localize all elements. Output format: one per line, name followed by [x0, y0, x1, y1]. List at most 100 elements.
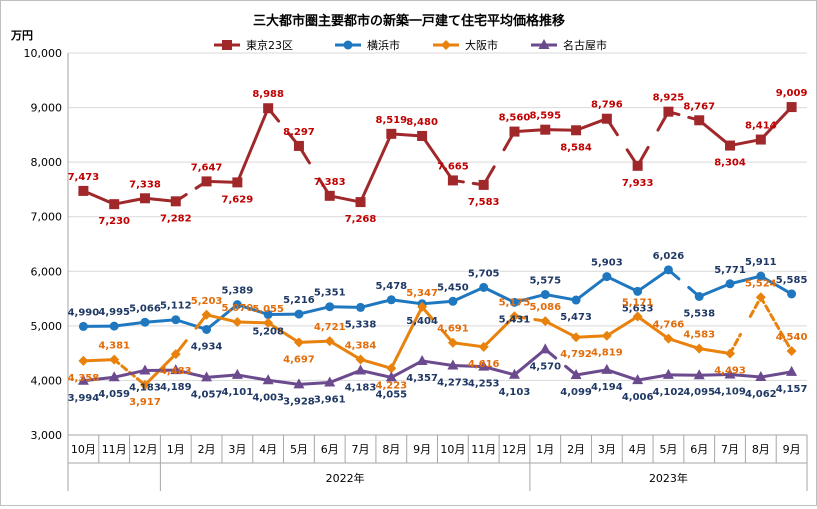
y-tick-label: 6,000 — [31, 265, 63, 278]
x-tick-label: 6月 — [321, 443, 339, 456]
data-point — [417, 131, 427, 141]
data-label: 8,297 — [283, 127, 315, 138]
data-label: 7,282 — [160, 213, 192, 224]
data-label: 8,767 — [683, 101, 715, 112]
data-label: 7,665 — [437, 161, 469, 172]
x-tick-label: 7月 — [352, 443, 370, 456]
data-point — [694, 115, 704, 125]
data-point — [601, 364, 612, 374]
data-point — [787, 102, 797, 112]
series-line — [699, 284, 730, 297]
data-label: 4,006 — [622, 392, 654, 403]
data-label: 4,493 — [714, 366, 746, 377]
data-label: 8,925 — [653, 93, 685, 104]
series-line — [576, 277, 607, 300]
data-label: 3,928 — [283, 396, 315, 407]
series-line — [453, 343, 484, 347]
series-line — [638, 270, 669, 291]
data-label: 7,230 — [98, 216, 130, 227]
data-label: 4,095 — [683, 387, 715, 398]
data-point — [78, 356, 88, 366]
x-tick-label: 3月 — [228, 443, 246, 456]
y-tick-label: 4,000 — [31, 374, 63, 387]
series-line — [361, 359, 392, 368]
data-point — [417, 355, 428, 365]
data-label: 3,961 — [314, 395, 346, 406]
data-point — [448, 175, 458, 185]
data-label: 7,647 — [191, 162, 223, 173]
series-line — [545, 294, 576, 300]
data-label: 5,086 — [529, 302, 561, 313]
data-label: 5,175 — [499, 297, 531, 308]
x-tick-label: 2月 — [198, 443, 216, 456]
data-point — [140, 318, 149, 327]
data-point — [725, 141, 735, 151]
data-label: 4,766 — [653, 320, 685, 331]
legend-entry: 横浜市 — [367, 38, 400, 52]
data-label: 7,629 — [222, 194, 254, 205]
data-point — [664, 265, 673, 274]
data-label: 4,099 — [560, 387, 592, 398]
series-line — [299, 383, 330, 385]
data-label: 5,055 — [252, 304, 284, 315]
data-point — [633, 161, 643, 171]
x-tick-label: 12月 — [132, 443, 157, 456]
data-point — [386, 129, 396, 139]
data-point — [694, 344, 704, 354]
series-line — [422, 301, 453, 304]
legend-entry: 名古屋市 — [563, 38, 607, 52]
data-label: 5,911 — [745, 257, 777, 268]
x-tick-label: 10月 — [71, 443, 96, 456]
data-point — [79, 322, 88, 331]
data-label: 5,473 — [560, 312, 592, 323]
data-label: 4,570 — [529, 361, 561, 372]
data-point — [786, 366, 797, 376]
data-point — [479, 180, 489, 190]
data-label: 4,183 — [345, 382, 377, 393]
data-label: 4,273 — [437, 378, 469, 389]
data-point — [110, 322, 119, 331]
data-label: 5,066 — [129, 303, 161, 314]
data-label: 4,059 — [98, 389, 130, 400]
data-label: 8,560 — [499, 113, 531, 124]
data-point — [602, 272, 611, 281]
data-label: 4,384 — [345, 340, 377, 351]
data-point — [787, 289, 796, 298]
data-label: 4,934 — [191, 341, 223, 352]
series-line — [237, 108, 268, 182]
data-label: 4,990 — [68, 307, 100, 318]
data-point — [355, 364, 366, 374]
data-point — [756, 135, 766, 145]
data-label: 4,183 — [129, 382, 161, 393]
x-tick-label: 6月 — [690, 443, 708, 456]
data-label: 5,478 — [375, 281, 407, 292]
data-label: 5,216 — [283, 295, 315, 306]
data-point — [263, 103, 273, 113]
data-label: 7,473 — [68, 172, 100, 183]
x-tick-label: 4月 — [629, 443, 647, 456]
data-label: 5,112 — [160, 301, 192, 312]
data-label: 5,351 — [314, 288, 346, 299]
series-line — [699, 349, 730, 354]
data-label: 5,575 — [529, 275, 561, 286]
x-tick-label: 5月 — [659, 443, 677, 456]
series-line — [207, 375, 238, 377]
data-label: 8,480 — [406, 117, 438, 128]
data-label: 4,189 — [160, 382, 192, 393]
data-point — [344, 41, 353, 50]
data-point — [540, 343, 551, 353]
data-label: 8,988 — [252, 89, 284, 100]
data-label: 7,383 — [314, 177, 346, 188]
data-point — [171, 315, 180, 324]
data-label: 5,208 — [252, 327, 284, 338]
data-label: 7,583 — [468, 197, 500, 208]
x-tick-label: 9月 — [783, 443, 801, 456]
x-tick-label: 3月 — [598, 443, 616, 456]
series-line — [145, 320, 176, 323]
data-point — [602, 114, 612, 124]
data-point — [109, 199, 119, 209]
data-label: 4,995 — [98, 307, 130, 318]
x-tick-label: 9月 — [413, 443, 431, 456]
series-line — [361, 134, 392, 202]
